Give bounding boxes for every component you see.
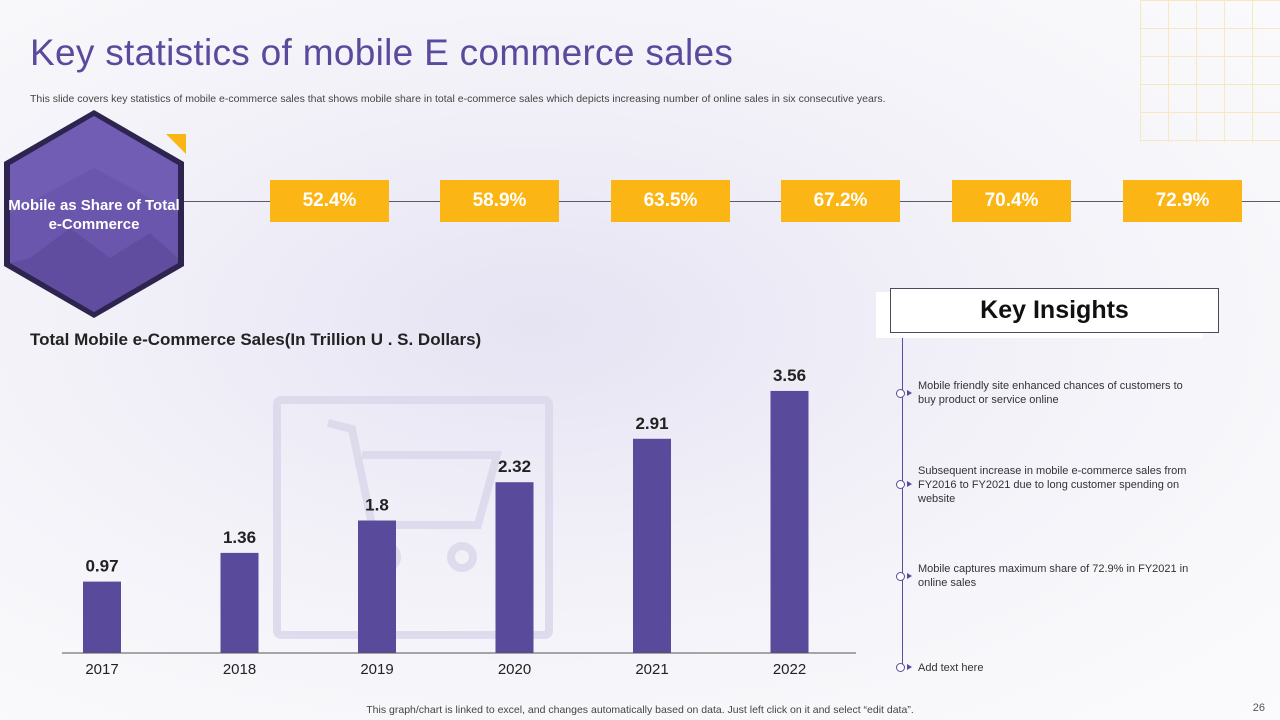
share-badge: 58.9% [440, 180, 559, 222]
insight-marker [896, 572, 905, 581]
x-tick-2019: 2019 [360, 661, 393, 678]
hexagon-graphic [4, 110, 186, 318]
page-subtitle: This slide covers key statistics of mobi… [30, 93, 886, 105]
chart-title: Total Mobile e-Commerce Sales(In Trillio… [30, 330, 482, 349]
footnote: This graph/chart is linked to excel, and… [366, 704, 914, 716]
insights-title: Key Insights [890, 288, 1219, 333]
hexagon-badge: Mobile as Share of Total e-Commerce [0, 108, 190, 318]
data-label-2018: 1.36 [223, 528, 256, 547]
data-label-2017: 0.97 [85, 557, 118, 576]
x-tick-2022: 2022 [773, 661, 806, 678]
x-tick-2021: 2021 [635, 661, 668, 678]
insight-marker [896, 389, 905, 398]
insight-item: Subsequent increase in mobile e-commerce… [918, 465, 1187, 505]
x-tick-2020: 2020 [498, 661, 531, 678]
share-badge: 63.5% [611, 180, 730, 222]
share-badge: 67.2% [781, 180, 900, 222]
insight-item: Mobile friendly site enhanced chances of… [918, 380, 1183, 406]
page-title: Key statistics of mobile E commerce sale… [30, 32, 734, 73]
data-label-2019: 1.8 [365, 496, 389, 515]
bar-2021 [633, 438, 671, 653]
share-badge: 70.4% [952, 180, 1071, 222]
hexagon-label: Mobile as Share of Total e-Commerce [8, 197, 180, 233]
bar-2018 [220, 552, 259, 653]
insight-arrow-icon [907, 481, 912, 487]
sales-bar-chart: 0.97 2017 1.36 2018 1.8 2019 2.32 2020 2.91 2021 3… [62, 366, 856, 678]
share-badge: 52.4% [270, 180, 389, 222]
insight-arrow-icon [907, 664, 912, 670]
x-tick-2017: 2017 [85, 661, 118, 678]
bar-2017 [83, 581, 121, 653]
data-label-2020: 2.32 [498, 457, 531, 476]
insight-marker [896, 663, 905, 672]
bar-2022 [770, 390, 809, 653]
insights-timeline [902, 338, 903, 668]
data-label-2022: 3.56 [773, 366, 806, 385]
data-label-2021: 2.91 [635, 414, 668, 433]
insight-item: Mobile captures maximum share of 72.9% i… [918, 563, 1189, 589]
x-tick-2018: 2018 [223, 661, 256, 678]
insight-marker [896, 480, 905, 489]
bar-2020 [495, 482, 534, 653]
insight-item[interactable]: Add text here [918, 662, 984, 674]
page-number: 26 [1252, 702, 1265, 714]
insight-arrow-icon [907, 573, 912, 579]
insight-arrow-icon [907, 390, 912, 396]
grid-decoration [1140, 0, 1280, 142]
timeline-line [180, 201, 1280, 202]
share-badge: 72.9% [1123, 180, 1242, 222]
bar-2019 [358, 520, 396, 653]
